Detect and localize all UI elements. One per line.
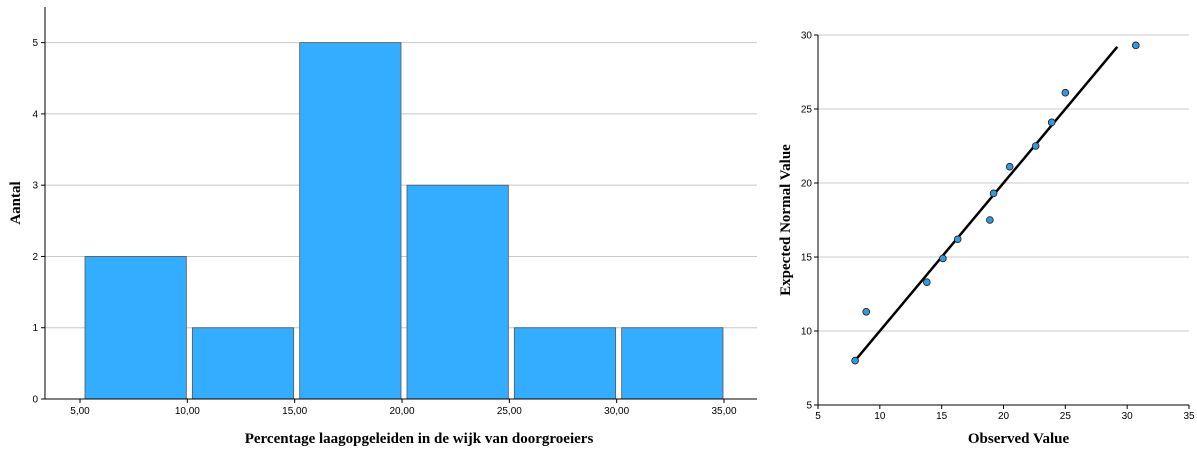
qq-y-tick-label: 20 <box>801 179 813 190</box>
histogram-x-tick-label: 5,00 <box>70 406 90 417</box>
histogram-x-axis-title: Percentage laagopgeleiden in de wijk van… <box>245 431 594 447</box>
qq-y-axis-title: Expected Normal Value <box>778 144 794 296</box>
qq-x-axis-title: Observed Value <box>968 431 1070 447</box>
qq-data-point <box>986 216 994 224</box>
qq-x-tick-label: 10 <box>874 411 886 422</box>
histogram-y-tick-label: 5 <box>32 38 38 49</box>
histogram-y-tick-label: 2 <box>32 252 38 263</box>
histogram-bar <box>513 327 617 400</box>
histogram-x-tick-label: 30,00 <box>604 406 629 417</box>
qq-plot-chart: 5 10 15 20 25 30 5 10 15 20 25 30 35 Observed Value… <box>778 31 1195 448</box>
qq-data-point <box>939 254 947 263</box>
histogram-x-tick-label: 20,00 <box>389 406 414 417</box>
histogram-y-tick-label: 4 <box>32 109 38 120</box>
histogram-bar <box>406 184 509 400</box>
qq-data-point <box>1047 118 1056 127</box>
qq-x-tick-label: 30 <box>1122 411 1134 422</box>
qq-x-tick-label: 5 <box>815 411 821 422</box>
histogram-bar <box>299 42 402 400</box>
qq-y-tick-label: 30 <box>801 31 813 42</box>
histogram-y-tick-label: 3 <box>32 181 38 192</box>
histogram-bar <box>84 256 187 400</box>
histogram-bar <box>621 327 724 400</box>
qq-data-point <box>923 278 931 286</box>
qq-y-tick-label: 25 <box>801 105 813 116</box>
qq-data-point <box>862 307 871 316</box>
histogram-y-tick-label: 1 <box>32 323 38 334</box>
histogram-bar <box>191 327 295 400</box>
histogram-x-tick-label: 10,00 <box>175 406 200 417</box>
qq-data-point <box>1061 88 1070 97</box>
qq-data-point <box>953 235 962 244</box>
qq-x-tick-label: 15 <box>936 411 948 422</box>
qq-y-tick-label: 15 <box>801 253 813 264</box>
histogram-chart: 0 1 2 3 4 5 5,00 10,00 15,00 20,00 25,00 30,00 35,0… <box>8 7 757 447</box>
qq-x-tick-label: 25 <box>1060 411 1072 422</box>
qq-data-point <box>1132 41 1140 50</box>
qq-y-tick-label: 10 <box>801 327 813 338</box>
qq-data-point <box>851 356 859 365</box>
qq-data-point <box>989 189 998 198</box>
qq-x-tick-label: 35 <box>1183 411 1195 422</box>
histogram-y-axis-title: Aantal <box>8 181 24 224</box>
histogram-y-tick-label: 0 <box>32 395 38 406</box>
qq-x-tick-label: 20 <box>998 411 1010 422</box>
qq-reference-line <box>854 46 1119 362</box>
qq-data-point <box>1031 142 1040 150</box>
qq-y-tick-label: 5 <box>806 401 812 412</box>
histogram-x-tick-label: 25,00 <box>497 406 522 417</box>
histogram-x-tick-label: 35,00 <box>711 406 736 417</box>
qq-data-point <box>1005 162 1014 171</box>
histogram-x-tick-label: 15,00 <box>282 406 307 417</box>
